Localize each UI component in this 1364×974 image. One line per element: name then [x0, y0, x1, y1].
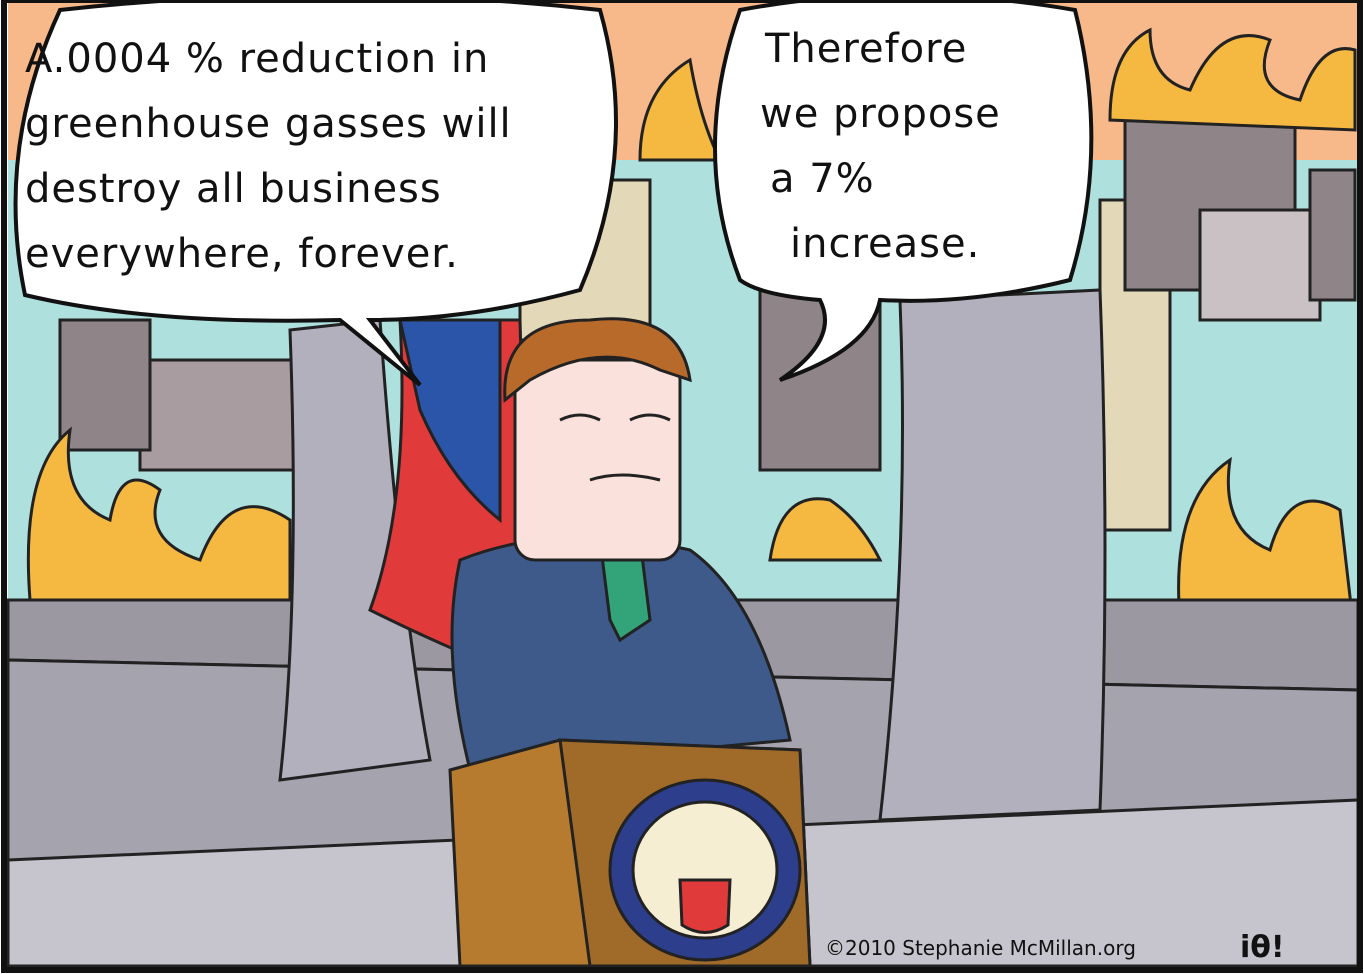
bubble-line: we propose — [760, 91, 1001, 137]
comic-panel: A.0004 % reduction in greenhouse gasses … — [0, 0, 1364, 974]
buildings-shape — [1310, 170, 1355, 300]
buildings-shape — [140, 360, 300, 470]
man-shape — [515, 360, 680, 560]
bubble-line: destroy all business — [25, 166, 442, 212]
bubble-line: Therefore — [764, 26, 967, 72]
bubble-line: A.0004 % reduction in — [25, 36, 489, 82]
page: Comic {"bubbles": [ {"lines": ["A.0004 %… — [0, 0, 1364, 974]
buildings-shape — [60, 320, 150, 450]
bubble-line: a 7% — [770, 156, 875, 202]
bubble-line: everywhere, forever. — [25, 231, 459, 277]
podium — [450, 740, 810, 966]
podium-shape — [680, 880, 730, 933]
body: A.0004 % reduction in greenhouse gasses … — [0, 0, 1364, 974]
bubble-line: increase. — [790, 221, 980, 267]
logo: iθ! — [1240, 930, 1285, 965]
bubble-line: greenhouse gasses will — [25, 101, 512, 147]
credit: ©2010 Stephanie McMillan.org — [825, 936, 1136, 960]
buildings-shape — [1200, 210, 1320, 320]
curtains-shape — [880, 290, 1105, 820]
